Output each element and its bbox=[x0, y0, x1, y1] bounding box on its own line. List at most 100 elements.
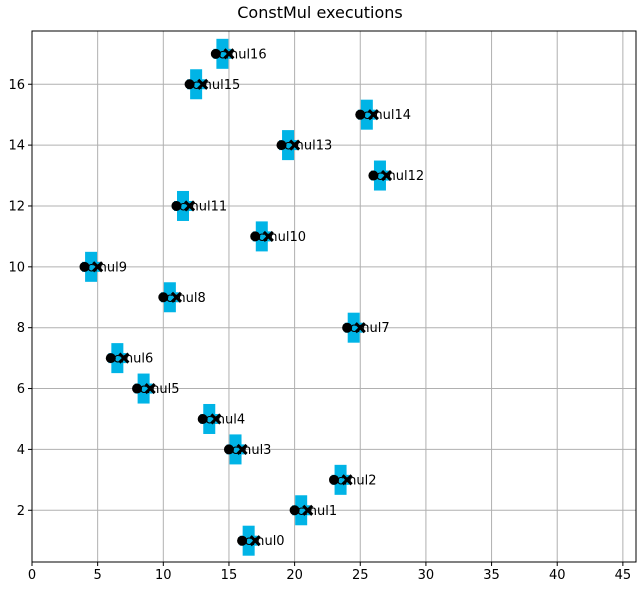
marks: cmul0 cmul1 cmul2 cmul3 cmul4 cmul5 cmul6 cmul7… bbox=[79, 38, 424, 556]
point-group: cmul11 bbox=[171, 190, 227, 221]
y-tick-label: 2 bbox=[17, 504, 25, 519]
point-label: cmul13 bbox=[284, 139, 332, 154]
axes: 0 5 10 15 20 25 30 35 40 45 2 4 6 8 10 12 14 16 bbox=[8, 30, 637, 583]
plus-marker-horizontal bbox=[187, 79, 206, 90]
point-group: cmul0 bbox=[237, 525, 285, 556]
plus-marker-horizontal bbox=[226, 444, 245, 455]
start-dot bbox=[197, 413, 208, 424]
point-label: cmul3 bbox=[232, 443, 272, 458]
start-dot bbox=[237, 535, 248, 546]
start-dot bbox=[223, 444, 234, 455]
point-group: cmul2 bbox=[329, 464, 377, 495]
plus-marker-horizontal bbox=[370, 170, 389, 181]
end-cross bbox=[184, 200, 196, 212]
plus-marker-horizontal bbox=[213, 48, 232, 59]
x-tick-label: 40 bbox=[549, 568, 566, 583]
point-group: cmul4 bbox=[197, 403, 245, 434]
end-cross bbox=[367, 109, 379, 121]
x-tick-label: 25 bbox=[352, 568, 369, 583]
point-group: cmul13 bbox=[276, 130, 332, 161]
start-dot bbox=[368, 170, 379, 181]
point-label: cmul8 bbox=[166, 291, 206, 306]
y-tick-label: 4 bbox=[17, 443, 25, 458]
start-dot bbox=[210, 48, 221, 59]
end-cross bbox=[92, 261, 104, 273]
point-label: cmul9 bbox=[87, 260, 127, 275]
point-label: cmul7 bbox=[350, 321, 390, 336]
x-tick-label: 5 bbox=[94, 568, 102, 583]
end-cross bbox=[289, 139, 301, 151]
end-cross bbox=[210, 413, 222, 425]
y-tick-label: 10 bbox=[8, 260, 25, 275]
point-label: cmul6 bbox=[113, 352, 153, 367]
point-group: cmul6 bbox=[105, 343, 153, 374]
point-label: cmul11 bbox=[179, 199, 227, 214]
point-group: cmul12 bbox=[368, 160, 424, 191]
end-cross bbox=[262, 230, 274, 242]
point-group: cmul16 bbox=[210, 38, 267, 69]
end-cross bbox=[118, 352, 130, 364]
plot-frame bbox=[31, 30, 637, 563]
end-cross bbox=[249, 535, 261, 547]
end-cross bbox=[354, 322, 366, 334]
plus-marker-horizontal bbox=[239, 535, 258, 546]
y-tick-label: 14 bbox=[8, 139, 25, 154]
start-dot bbox=[355, 109, 366, 120]
point-label: cmul0 bbox=[245, 534, 285, 549]
end-cross bbox=[144, 382, 156, 395]
plus-marker-horizontal bbox=[279, 140, 298, 151]
y-tick-label: 12 bbox=[8, 199, 25, 214]
x-tick-label: 30 bbox=[418, 568, 435, 583]
end-cross bbox=[223, 48, 235, 60]
x-tick-label: 20 bbox=[286, 568, 303, 583]
chart-title: ConstMul executions bbox=[237, 3, 403, 22]
point-label: cmul5 bbox=[140, 382, 180, 397]
end-cross bbox=[302, 504, 314, 516]
point-group: cmul3 bbox=[223, 434, 272, 465]
start-dot bbox=[250, 231, 261, 242]
point-group: cmul14 bbox=[355, 99, 411, 130]
end-cross bbox=[170, 291, 182, 303]
plus-marker-horizontal bbox=[82, 261, 101, 272]
plus-marker-horizontal bbox=[252, 231, 271, 242]
x-tick-label: 10 bbox=[155, 568, 172, 583]
point-group: cmul9 bbox=[79, 251, 127, 282]
start-dot bbox=[158, 292, 169, 303]
plus-marker-horizontal bbox=[174, 200, 192, 211]
start-dot bbox=[289, 505, 300, 516]
start-dot bbox=[329, 474, 339, 485]
start-dot bbox=[342, 322, 353, 333]
point-group: cmul10 bbox=[250, 221, 306, 252]
start-dot bbox=[132, 383, 143, 394]
x-tick-label: 35 bbox=[483, 568, 500, 583]
start-dot bbox=[79, 261, 90, 272]
plus-marker-horizontal bbox=[160, 292, 179, 303]
point-group: cmul5 bbox=[132, 373, 180, 404]
y-tick-label: 6 bbox=[17, 382, 25, 397]
end-cross bbox=[380, 169, 393, 182]
point-label: cmul2 bbox=[337, 473, 377, 488]
plus-marker-horizontal bbox=[344, 322, 363, 333]
point-group: cmul8 bbox=[158, 282, 206, 313]
point-label: cmul14 bbox=[363, 108, 411, 123]
x-tick-label: 15 bbox=[221, 568, 238, 583]
point-group: cmul7 bbox=[342, 312, 390, 343]
point-label: cmul15 bbox=[192, 78, 240, 93]
point-group: cmul15 bbox=[184, 69, 240, 100]
point-label: cmul16 bbox=[218, 47, 266, 62]
y-tick-label: 8 bbox=[17, 321, 25, 336]
plus-marker-horizontal bbox=[108, 353, 127, 364]
point-label: cmul1 bbox=[297, 504, 337, 519]
plus-marker-horizontal bbox=[292, 505, 311, 516]
x-tick-label: 45 bbox=[615, 568, 632, 583]
end-cross bbox=[197, 78, 209, 90]
point-label: cmul10 bbox=[258, 230, 306, 245]
x-tick-label: 0 bbox=[28, 568, 36, 583]
point-group: cmul1 bbox=[289, 495, 337, 526]
point-label: cmul4 bbox=[205, 412, 245, 427]
plus-marker-horizontal bbox=[357, 109, 376, 120]
end-cross bbox=[341, 474, 353, 486]
start-dot bbox=[105, 353, 116, 364]
plus-marker-horizontal bbox=[200, 413, 219, 424]
